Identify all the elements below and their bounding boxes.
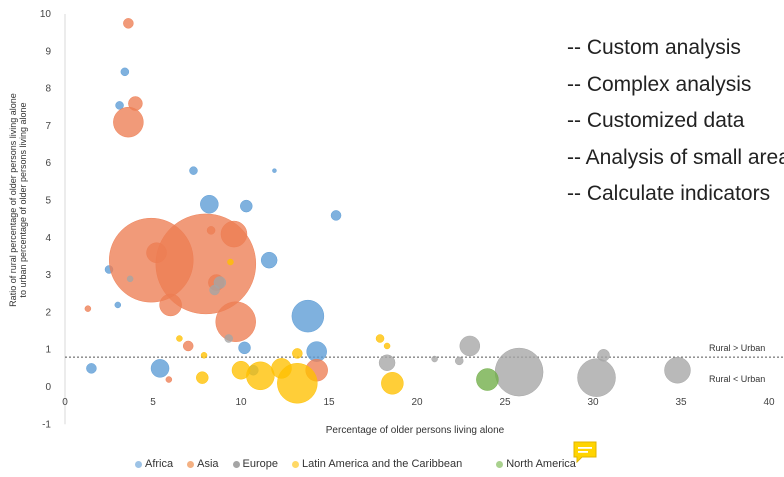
- bullet-item: -- Calculate indicators: [567, 182, 771, 205]
- bullet-item: -- Analysis of small areas: [567, 145, 784, 169]
- x-tick-label: 35: [675, 397, 687, 408]
- y-axis-title: to urban percentage of older persons liv…: [18, 102, 28, 297]
- data-point: [227, 258, 234, 266]
- data-point: [120, 67, 130, 77]
- data-point: [224, 334, 233, 343]
- legend-item-north-america: North America: [496, 458, 576, 470]
- data-point: [260, 251, 278, 269]
- data-point: [238, 341, 251, 355]
- data-point: [381, 372, 404, 395]
- legend-label: Africa: [145, 458, 174, 470]
- data-point: [150, 359, 170, 378]
- y-tick-label: 9: [45, 46, 51, 57]
- x-tick-label: 25: [499, 397, 511, 408]
- x-tick-label: 15: [323, 397, 335, 408]
- legend-label: Asia: [197, 458, 219, 470]
- y-tick-label: 2: [45, 307, 51, 318]
- y-tick-label: 0: [45, 382, 51, 393]
- legend-item-asia: Asia: [187, 458, 219, 470]
- data-point: [200, 352, 208, 359]
- y-tick-label: 1: [45, 345, 51, 356]
- data-point: [375, 334, 385, 343]
- legend-marker: [232, 460, 240, 468]
- x-tick-label: 30: [587, 397, 599, 408]
- data-point: [494, 347, 544, 397]
- data-point: [459, 335, 481, 357]
- legend-item-europe: Europe: [232, 458, 279, 470]
- legend-marker: [292, 460, 300, 468]
- legend-label: North America: [506, 458, 576, 470]
- legend-marker: [187, 460, 195, 468]
- data-point: [246, 361, 275, 391]
- y-tick-label: 10: [40, 9, 52, 20]
- data-point: [383, 342, 391, 350]
- data-point: [86, 363, 97, 374]
- annotation-rural-less: Rural < Urban: [709, 374, 765, 384]
- comment-icon[interactable]: [573, 441, 597, 463]
- legend-label: Latin America and the Caribbean: [302, 458, 463, 470]
- data-point: [200, 194, 219, 214]
- legend-item-africa: Africa: [135, 458, 173, 470]
- data-point: [220, 220, 248, 248]
- y-tick-label: -1: [42, 419, 51, 430]
- data-point: [231, 360, 251, 380]
- data-point: [128, 96, 143, 111]
- bullet-item: -- Complex analysis: [567, 72, 752, 96]
- data-point: [206, 226, 216, 235]
- y-tick-label: 8: [45, 84, 51, 95]
- y-tick-label: 3: [45, 270, 51, 281]
- legend-marker: [496, 460, 504, 468]
- data-point: [165, 376, 173, 383]
- x-tick-label: 10: [235, 397, 247, 408]
- data-point: [378, 354, 396, 372]
- data-point: [189, 166, 198, 175]
- bullet-list: -- Custom analysis -- Complex analysis -…: [567, 30, 784, 213]
- data-point: [240, 199, 253, 213]
- data-point: [454, 356, 464, 366]
- data-point: [330, 210, 342, 221]
- data-point: [182, 340, 194, 352]
- x-axis-title: Percentage of older persons living alone: [326, 425, 505, 436]
- x-tick-label: 20: [411, 397, 423, 408]
- legend-label: Europe: [242, 458, 279, 470]
- data-point: [115, 101, 124, 110]
- y-axis-title: Ratio of rural percentage of older perso…: [8, 93, 18, 307]
- x-tick-label: 40: [763, 397, 775, 408]
- data-point: [271, 358, 292, 379]
- data-point: [292, 348, 303, 359]
- data-point: [159, 293, 182, 317]
- y-tick-label: 7: [45, 121, 51, 132]
- data-point: [597, 349, 610, 362]
- chart-legend: Africa Asia Europe Latin America and the…: [135, 458, 590, 470]
- data-point: [431, 355, 438, 363]
- annotation-rural-greater: Rural > Urban: [709, 343, 765, 353]
- data-point: [196, 371, 209, 384]
- legend-item-latin-america: Latin America and the Caribbean: [292, 458, 462, 470]
- data-point: [476, 368, 499, 391]
- data-point: [176, 335, 183, 342]
- x-tick-label: 5: [150, 397, 156, 408]
- bullet-item: -- Custom analysis: [567, 36, 741, 59]
- bullet-item: -- Customized data: [567, 109, 745, 132]
- legend-marker: [135, 460, 142, 468]
- y-tick-label: 5: [45, 196, 51, 207]
- data-point: [664, 356, 691, 384]
- data-point: [114, 301, 122, 309]
- y-tick-label: 4: [45, 233, 51, 244]
- data-point: [306, 341, 327, 362]
- data-point: [272, 168, 277, 173]
- data-point: [209, 284, 220, 296]
- data-point: [84, 305, 92, 312]
- y-tick-label: 6: [45, 158, 51, 169]
- data-point: [123, 18, 134, 29]
- data-point: [577, 358, 616, 397]
- x-tick-label: 0: [62, 397, 68, 408]
- data-point: [215, 301, 256, 342]
- data-point: [113, 106, 144, 138]
- data-point: [126, 275, 134, 283]
- data-point: [291, 299, 325, 333]
- data-point: [146, 242, 167, 263]
